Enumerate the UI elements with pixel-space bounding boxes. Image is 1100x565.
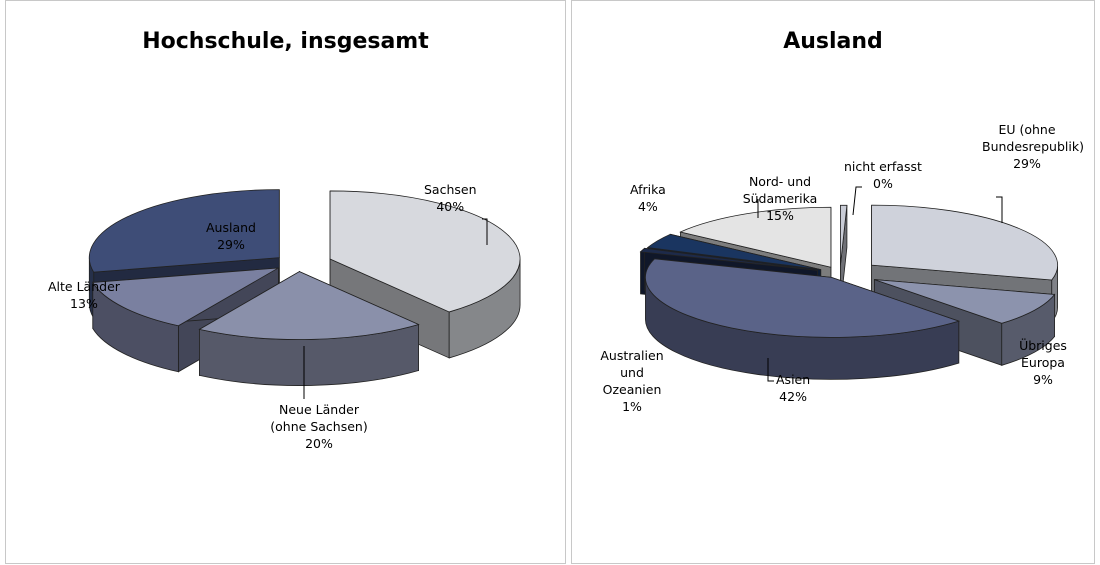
ausland-leader-line-0 — [996, 196, 1003, 223]
label-ausland-name: Ausland — [206, 220, 256, 235]
pie-chart-hochschule — [88, 189, 521, 399]
label-asien-name: Asien — [776, 372, 811, 387]
label-uebriges-europa-name: Übriges Europa — [1019, 338, 1067, 370]
label-alte-laender-name: Alte Länder — [48, 279, 120, 294]
label-sachsen-value: 40% — [436, 199, 465, 214]
label-afrika-name: Afrika — [630, 182, 666, 197]
label-nicht-erfasst-name: nicht erfasst — [844, 159, 922, 174]
label-neue-laender: Neue Länder (ohne Sachsen) 20% — [264, 401, 374, 452]
ausland-leader-line-1 — [767, 358, 774, 382]
label-eu-value: 29% — [1013, 156, 1041, 171]
label-nord-sued: Nord- und Südamerika 15% — [732, 173, 828, 224]
label-afrika: Afrika 4% — [630, 181, 666, 215]
label-sachsen-name: Sachsen — [424, 182, 477, 197]
label-eu: EU (ohne Bundesrepublik) 29% — [982, 121, 1084, 172]
label-nord-sued-name: Nord- und Südamerika — [742, 174, 818, 206]
label-ausland: Ausland 29% — [206, 219, 256, 253]
label-asien-value: 42% — [779, 389, 807, 404]
label-uebriges-europa-value: 9% — [1033, 372, 1053, 387]
label-nicht-erfasst-value: 0% — [873, 176, 893, 191]
label-australien: Australien und Ozeanien 1% — [592, 347, 672, 415]
pie-chart-ausland — [639, 186, 1059, 382]
ausland-slice-2 — [645, 258, 961, 380]
label-asien: Asien 42% — [776, 371, 810, 405]
label-neue-laender-name: Neue Länder (ohne Sachsen) — [270, 402, 368, 434]
label-alte-laender-value: 13% — [70, 296, 98, 311]
chart-title: Hochschule, insgesamt — [142, 29, 429, 54]
chart-title: Ausland — [783, 29, 883, 54]
label-alte-laender: Alte Länder 13% — [48, 278, 120, 312]
hochschule-leader-line-0 — [482, 218, 488, 245]
label-ausland-value: 29% — [217, 237, 245, 252]
hochschule-slice-2 — [92, 267, 279, 373]
label-nord-sued-value: 15% — [766, 208, 794, 223]
chart-panel-hochschule: Hochschule, insgesamt Sachsen 40% Neue L… — [5, 0, 566, 564]
label-australien-value: 1% — [622, 399, 642, 414]
label-nicht-erfasst: nicht erfasst 0% — [844, 158, 922, 192]
hochschule-slice-1 — [198, 270, 420, 386]
label-sachsen: Sachsen 40% — [424, 181, 477, 215]
label-uebriges-europa: Übriges Europa 9% — [1008, 337, 1078, 388]
label-afrika-value: 4% — [637, 199, 658, 214]
label-eu-name: EU (ohne Bundesrepublik) — [982, 122, 1084, 154]
ausland-leader-line-3 — [852, 186, 862, 216]
chart-panel-ausland: Ausland EU (ohne Bundesrepublik) 29% Übr… — [571, 0, 1095, 564]
label-neue-laender-value: 20% — [305, 436, 333, 451]
label-australien-name: Australien und Ozeanien — [600, 348, 664, 397]
